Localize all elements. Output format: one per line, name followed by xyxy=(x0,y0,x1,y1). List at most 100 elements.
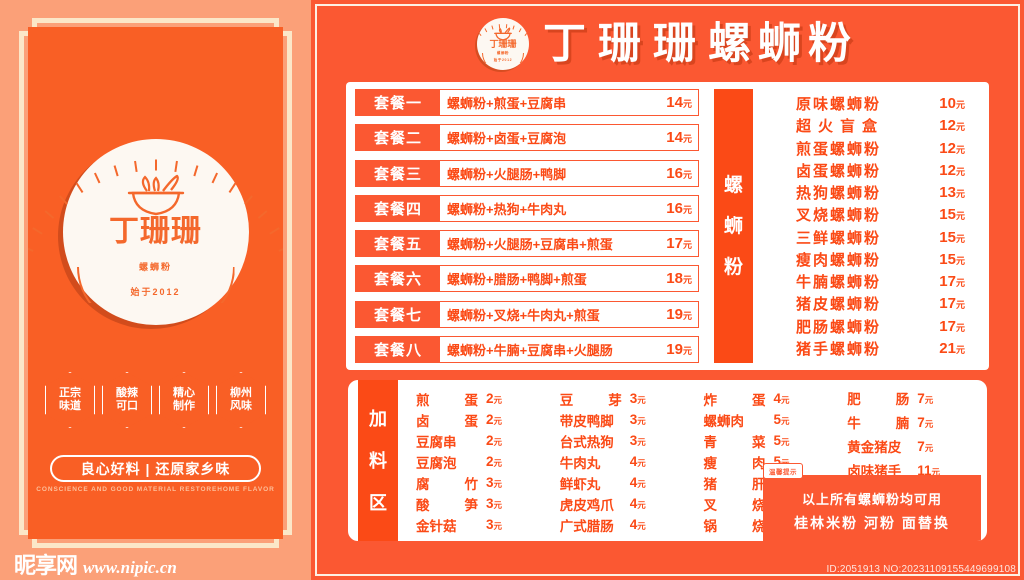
combo-row[interactable]: 套餐二 螺蛳粉+卤蛋+豆腐泡 14元 xyxy=(355,124,699,152)
addon-item-name: 瘦肉 xyxy=(703,455,766,471)
combo-price: 19元 xyxy=(666,340,692,358)
badge-sour-spicy: 酸辣可口 xyxy=(102,372,152,428)
addon-item-name: 螺蛳肉 xyxy=(703,413,745,429)
hexagon-shape xyxy=(159,372,209,428)
hexagon-shape xyxy=(102,372,152,428)
addon-item[interactable]: 腐竹 3元 xyxy=(406,473,550,493)
price-row[interactable]: 卤蛋螺蛳粉 12元 xyxy=(766,160,975,181)
vertical-label-char: 蛳 xyxy=(723,215,743,237)
combo-body: 螺蛳粉+叉烧+牛肉丸+煎蛋 19元 xyxy=(440,301,698,327)
price-row[interactable]: 瘦肉螺蛳粉 15元 xyxy=(766,249,975,270)
notice-box: 温馨提示 以上所有螺蛳粉均可用 桂林米粉 河粉 面替换 xyxy=(763,463,981,541)
badge-label: 酸辣可口 xyxy=(116,387,138,412)
price-row[interactable]: 热狗螺蛳粉 13元 xyxy=(766,182,975,203)
logo-founded-year: 始于2012 xyxy=(130,287,181,297)
price-row[interactable]: 肥肠螺蛳粉 17元 xyxy=(766,316,975,337)
badge-label: 精心制作 xyxy=(173,387,195,412)
addon-item[interactable]: 炸蛋 4元 xyxy=(694,389,838,409)
addon-item[interactable]: 鲜虾丸 4元 xyxy=(550,473,694,493)
price-item-value: 12元 xyxy=(939,117,965,135)
combo-row[interactable]: 套餐八 螺蛳粉+牛腩+豆腐串+火腿肠 19元 xyxy=(355,335,699,363)
combo-row[interactable]: 套餐六 螺蛳粉+腊肠+鸭脚+煎蛋 18元 xyxy=(355,265,699,293)
addon-item-name: 青菜 xyxy=(703,434,766,450)
price-item-name: 原味螺蛳粉 xyxy=(796,96,882,113)
addon-item-name: 腐竹 xyxy=(416,476,478,492)
price-item-name: 三鲜螺蛳粉 xyxy=(796,229,882,247)
combo-description: 螺蛳粉+火腿肠+鸭脚 xyxy=(447,166,567,182)
addon-item-price: 7元 xyxy=(917,390,934,406)
price-item-value: 15元 xyxy=(939,206,965,224)
price-item-value: 15元 xyxy=(939,250,965,268)
combo-row[interactable]: 套餐一 螺蛳粉+煎蛋+豆腐串 14元 xyxy=(355,89,699,116)
logo-product-name: 螺蛳粉 xyxy=(138,262,172,272)
addon-item[interactable]: 豆腐串 2元 xyxy=(406,431,550,451)
addon-item[interactable]: 煎蛋 2元 xyxy=(406,389,550,409)
combo-tag: 套餐二 xyxy=(356,125,440,151)
combo-price: 16元 xyxy=(666,164,692,182)
combo-list: 套餐一 螺蛳粉+煎蛋+豆腐串 14元 套餐二 螺蛳粉+卤蛋+豆腐泡 14元 套餐三 螺蛳粉+火… xyxy=(355,89,699,363)
price-row[interactable]: 煎蛋螺蛳粉 12元 xyxy=(766,138,975,159)
combo-row[interactable]: 套餐七 螺蛳粉+叉烧+牛肉丸+煎蛋 19元 xyxy=(355,300,699,328)
addon-item[interactable]: 虎皮鸡爪 4元 xyxy=(550,494,694,514)
addon-item[interactable]: 豆腐泡 2元 xyxy=(406,452,550,472)
addon-item-price: 2元 xyxy=(486,433,503,448)
combo-body: 螺蛳粉+热狗+牛肉丸 16元 xyxy=(440,195,698,221)
price-item-value: 17元 xyxy=(939,317,965,335)
notice-tag: 温馨提示 xyxy=(763,463,803,483)
left-panel: 丁珊珊 螺蛳粉 始于2012 正宗味道 酸辣可口 精心制作 xyxy=(0,0,311,580)
combo-body: 螺蛳粉+腊肠+鸭脚+煎蛋 18元 xyxy=(440,266,698,292)
addon-item[interactable]: 酸笋 3元 xyxy=(406,494,550,514)
addon-item[interactable]: 金针菇 3元 xyxy=(406,515,550,535)
vertical-label-char: 螺 xyxy=(723,174,743,196)
combo-row[interactable]: 套餐五 螺蛳粉+火腿肠+豆腐串+煎蛋 17元 xyxy=(355,230,699,258)
addon-item-name: 金针菇 xyxy=(416,518,457,534)
image-id-text: ID:2051913 NO:20231109155449699108 xyxy=(826,564,1016,575)
price-item-value: 15元 xyxy=(939,228,965,246)
addon-item[interactable]: 肥肠 7元 xyxy=(837,388,981,408)
badge-liuzhou-flavor: 柳州风味 xyxy=(216,372,266,428)
addon-item-price: 11元 xyxy=(917,462,941,478)
price-item-name: 超火盲盒 xyxy=(796,118,885,136)
combo-price: 14元 xyxy=(666,129,692,147)
price-row[interactable]: 叉烧螺蛳粉 15元 xyxy=(766,204,975,225)
addon-item[interactable]: 牛肉丸 4元 xyxy=(550,452,694,472)
price-row[interactable]: 三鲜螺蛳粉 15元 xyxy=(766,227,975,248)
addon-item-name: 卤蛋 xyxy=(416,413,478,429)
feature-badges: 正宗味道 酸辣可口 精心制作 柳州风味 xyxy=(28,372,283,428)
addon-item-price: 7元 xyxy=(917,438,934,454)
addon-item[interactable]: 豆芽 3元 xyxy=(550,389,694,409)
addon-item[interactable]: 青菜 5元 xyxy=(694,431,838,451)
right-panel: 丁珊珊 螺蛳粉 始于2012 丁珊珊 螺蛳粉 套餐一 螺蛳粉+煎蛋+豆腐串 14元套… xyxy=(311,0,1024,580)
addon-item-name: 牛腩 xyxy=(847,416,910,431)
combo-row[interactable]: 套餐四 螺蛳粉+热狗+牛肉丸 16元 xyxy=(355,194,699,222)
addon-item-name: 鲜虾丸 xyxy=(559,476,601,492)
addon-item[interactable]: 广式腊肠 4元 xyxy=(550,515,694,535)
addon-item[interactable]: 牛腩 7元 xyxy=(837,412,981,432)
price-row[interactable]: 牛腩螺蛳粉 17元 xyxy=(766,271,975,292)
addon-item[interactable]: 卤蛋 2元 xyxy=(406,410,550,430)
addon-item[interactable]: 带皮鸭脚 3元 xyxy=(550,410,694,430)
mortar-pestle-icon xyxy=(125,173,187,217)
price-item-name: 猪手螺蛳粉 xyxy=(796,340,882,358)
tagline-box: 良心好料 | 还原家乡味 xyxy=(50,455,261,482)
addon-item-price: 4元 xyxy=(629,454,646,469)
combo-row[interactable]: 套餐三 螺蛳粉+火腿肠+鸭脚 16元 xyxy=(355,159,699,187)
price-row[interactable]: 猪手螺蛳粉 21元 xyxy=(766,338,975,359)
price-row[interactable]: 猪皮螺蛳粉 17元 xyxy=(766,293,975,314)
addon-item[interactable]: 螺蛳肉 5元 xyxy=(694,410,838,430)
addon-item-price: 3元 xyxy=(486,475,503,490)
combo-description: 螺蛳粉+热狗+牛肉丸 xyxy=(447,201,567,217)
price-item-value: 13元 xyxy=(939,184,965,202)
addon-item-price: 4元 xyxy=(629,517,646,532)
addon-item-name: 肥肠 xyxy=(847,392,910,407)
addon-item[interactable]: 黄金猪皮 7元 xyxy=(837,436,981,456)
badge-authentic-taste: 正宗味道 xyxy=(45,372,95,428)
brand-logo-small: 丁珊珊 螺蛳粉 始于2012 xyxy=(477,18,529,70)
brand-logo-large: 丁珊珊 螺蛳粉 始于2012 xyxy=(28,139,283,351)
tagline-english: CONSCIENCE AND GOOD MATERIAL RESTOREHOME… xyxy=(36,486,275,493)
addon-item[interactable]: 台式热狗 3元 xyxy=(550,431,694,451)
price-row[interactable]: 原味螺蛳粉 10元 xyxy=(766,93,975,114)
combo-tag: 套餐六 xyxy=(356,266,440,292)
addon-item-name: 锅烧 xyxy=(703,518,766,534)
price-row[interactable]: 超火盲盒 12元 xyxy=(766,115,975,136)
